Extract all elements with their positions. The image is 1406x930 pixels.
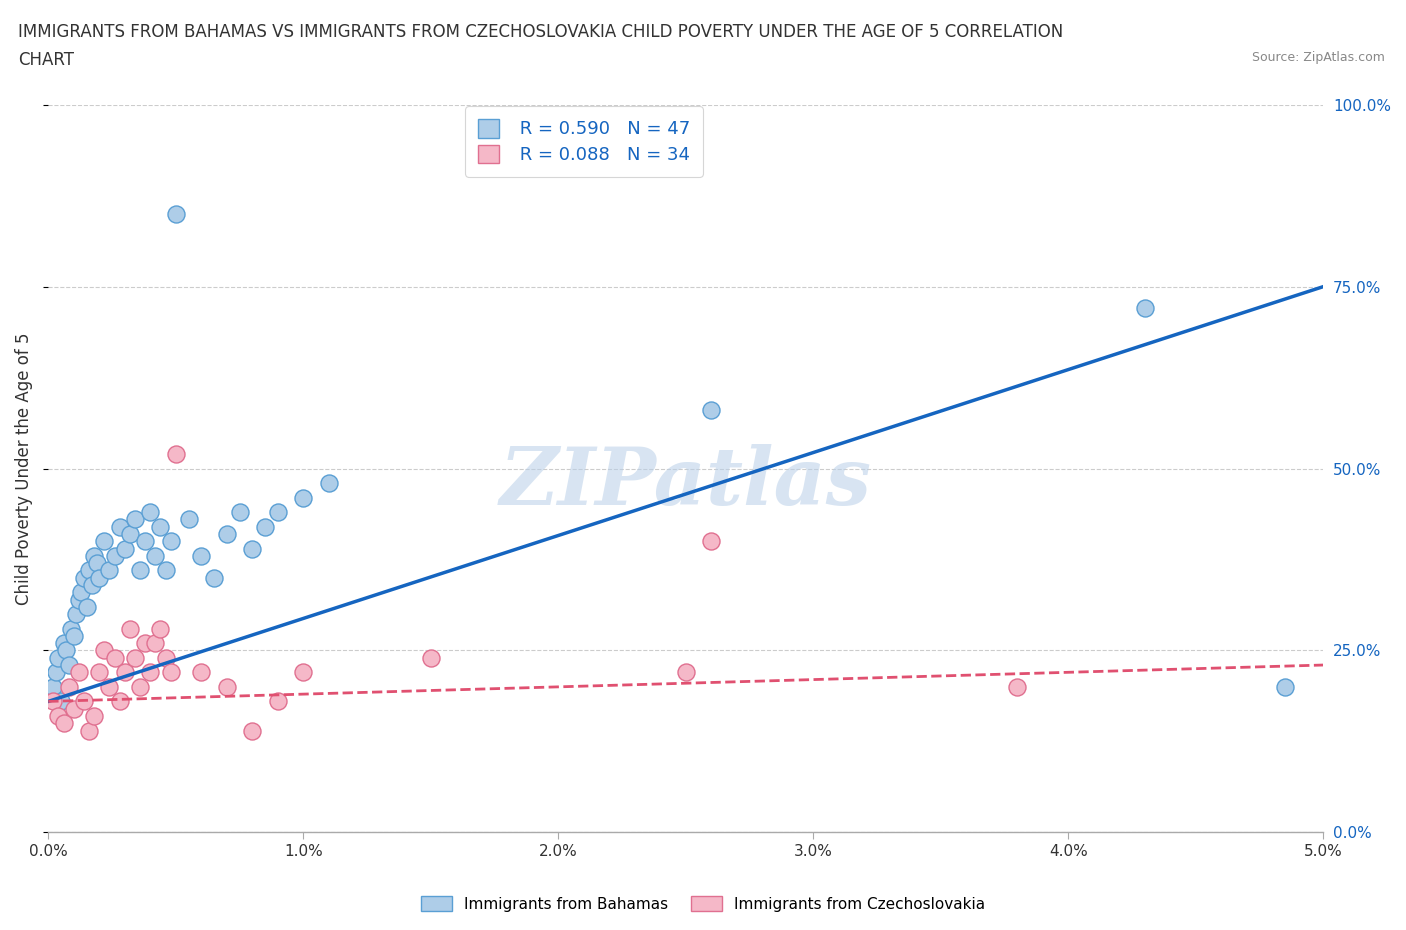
- Point: [98, 563, 121, 578]
- Point: [83, 549, 105, 564]
- Point: [134, 636, 156, 651]
- Point: [124, 512, 146, 527]
- Point: [73, 570, 96, 585]
- Point: [49, 694, 72, 709]
- Point: [67, 592, 90, 607]
- Point: [1274, 680, 1296, 695]
- Point: [83, 709, 105, 724]
- Point: [228, 505, 250, 520]
- Point: [55, 643, 77, 658]
- Text: CHART: CHART: [18, 51, 75, 69]
- Point: [124, 650, 146, 665]
- Point: [108, 694, 131, 709]
- Point: [73, 694, 96, 709]
- Point: [155, 563, 177, 578]
- Point: [129, 680, 152, 695]
- Point: [77, 724, 100, 738]
- Point: [240, 541, 263, 556]
- Text: ZIPatlas: ZIPatlas: [499, 445, 872, 522]
- Point: [98, 680, 121, 695]
- Point: [1133, 301, 1156, 316]
- Text: Source: ZipAtlas.com: Source: ZipAtlas.com: [1251, 51, 1385, 64]
- Point: [70, 585, 93, 600]
- Point: [108, 519, 131, 534]
- Point: [292, 490, 315, 505]
- Point: [118, 526, 141, 541]
- Point: [267, 505, 290, 520]
- Point: [177, 512, 200, 527]
- Point: [48, 709, 70, 724]
- Point: [318, 475, 340, 490]
- Point: [202, 570, 225, 585]
- Point: [1007, 680, 1029, 695]
- Point: [58, 658, 80, 672]
- Legend: Immigrants from Bahamas, Immigrants from Czechoslovakia: Immigrants from Bahamas, Immigrants from…: [415, 889, 991, 918]
- Point: [145, 549, 167, 564]
- Point: [93, 643, 115, 658]
- Point: [267, 694, 290, 709]
- Point: [52, 716, 75, 731]
- Point: [419, 650, 441, 665]
- Point: [700, 403, 723, 418]
- Point: [62, 629, 84, 644]
- Point: [215, 526, 238, 541]
- Point: [675, 665, 697, 680]
- Point: [93, 534, 115, 549]
- Point: [45, 665, 67, 680]
- Text: IMMIGRANTS FROM BAHAMAS VS IMMIGRANTS FROM CZECHOSLOVAKIA CHILD POVERTY UNDER TH: IMMIGRANTS FROM BAHAMAS VS IMMIGRANTS FR…: [18, 23, 1063, 41]
- Point: [240, 724, 263, 738]
- Point: [89, 570, 111, 585]
- Point: [52, 636, 75, 651]
- Point: [42, 694, 65, 709]
- Point: [114, 541, 136, 556]
- Point: [42, 680, 65, 695]
- Point: [165, 206, 187, 221]
- Point: [118, 621, 141, 636]
- Point: [155, 650, 177, 665]
- Point: [149, 519, 172, 534]
- Point: [253, 519, 276, 534]
- Point: [190, 665, 212, 680]
- Point: [139, 665, 162, 680]
- Point: [215, 680, 238, 695]
- Point: [89, 665, 111, 680]
- Point: [114, 665, 136, 680]
- Legend:  R = 0.590   N = 47,  R = 0.088   N = 34: R = 0.590 N = 47, R = 0.088 N = 34: [465, 106, 703, 177]
- Point: [159, 665, 181, 680]
- Point: [60, 621, 83, 636]
- Point: [76, 599, 98, 614]
- Point: [292, 665, 315, 680]
- Point: [145, 636, 167, 651]
- Point: [48, 650, 70, 665]
- Point: [139, 505, 162, 520]
- Point: [700, 534, 723, 549]
- Point: [80, 578, 103, 592]
- Point: [65, 606, 87, 621]
- Point: [190, 549, 212, 564]
- Y-axis label: Child Poverty Under the Age of 5: Child Poverty Under the Age of 5: [15, 332, 32, 604]
- Point: [129, 563, 152, 578]
- Point: [86, 556, 108, 571]
- Point: [103, 549, 125, 564]
- Point: [134, 534, 156, 549]
- Point: [67, 665, 90, 680]
- Point: [165, 446, 187, 461]
- Point: [62, 701, 84, 716]
- Point: [77, 563, 100, 578]
- Point: [58, 680, 80, 695]
- Point: [149, 621, 172, 636]
- Point: [159, 534, 181, 549]
- Point: [103, 650, 125, 665]
